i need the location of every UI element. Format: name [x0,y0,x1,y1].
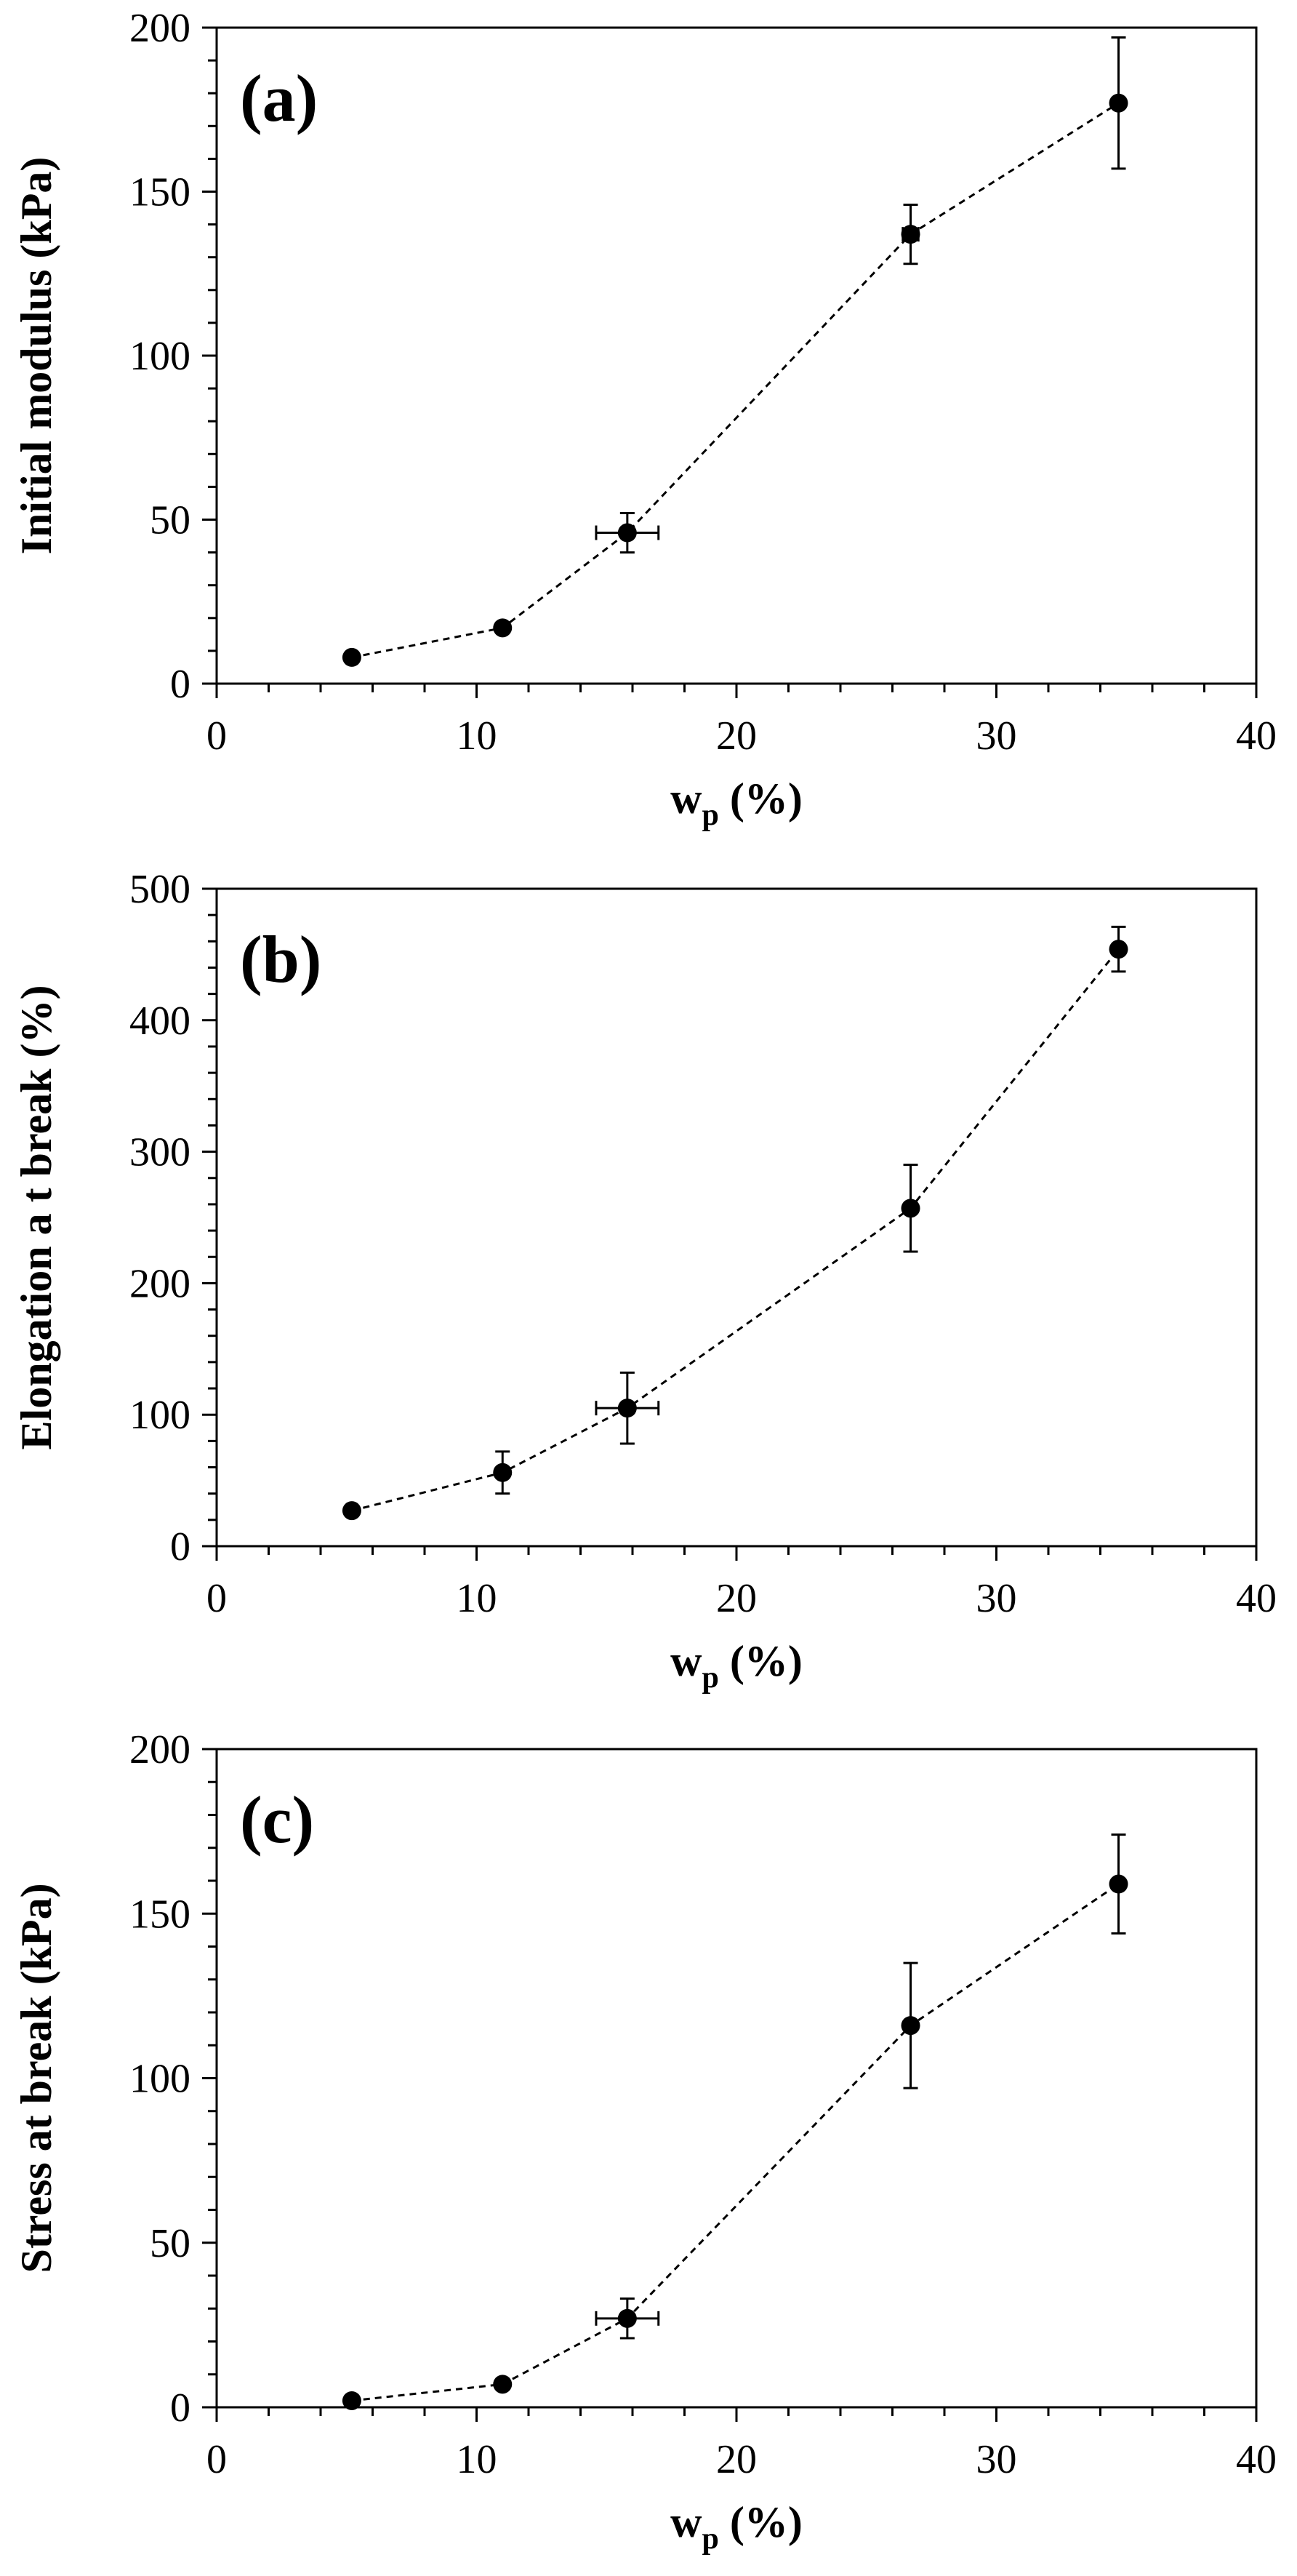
y-tick-label: 150 [129,1892,190,1937]
data-point-c-3 [617,2308,637,2328]
plot-frame [215,887,1258,1548]
x-axis-title-tail: (%) [719,1637,803,1685]
x-tick-label: 30 [976,1576,1017,1621]
data-point-c-5 [1109,1874,1128,1894]
y-axis-title: Elongation a t break (%) [12,985,60,1450]
series-line [351,102,1120,659]
series-line [351,948,1120,1512]
panel-letter: (a) [240,61,318,135]
x-tick-label: 0 [206,2437,227,2482]
data-point-c-2 [493,2375,513,2394]
x-tick-label: 0 [206,1576,227,1621]
panel-letter: (c) [240,1783,314,1857]
panel-c: 0 10 20 30 40 0 50 100 150 200 wp (%) Stress at bre… [12,1727,1277,2556]
data-point-a-1 [342,647,361,667]
data-point-a-3 [617,523,637,543]
x-axis-title-subscript: p [702,1661,719,1695]
x-axis-title-main: w [670,2498,702,2546]
plot-frame [215,1748,1258,2409]
panel-letter: (b) [240,922,321,996]
data-point-a-4 [901,225,920,244]
y-tick-label: 50 [150,498,190,543]
y-tick-label: 50 [150,2221,190,2266]
x-tick-label: 30 [976,713,1017,759]
y-axis-title: Stress at break (kPa) [12,1883,60,2273]
x-tick-label: 20 [716,713,757,759]
data-point-b-2 [493,1463,513,1482]
y-tick-label: 200 [129,6,190,51]
y-tick-label: 100 [129,1393,190,1438]
y-tick-label: 300 [129,1130,190,1175]
x-axis-title-main: w [670,775,702,823]
data-point-b-1 [342,1501,361,1521]
y-tick-label: 100 [129,2057,190,2102]
y-axis-title: Initial modulus (kPa) [12,157,60,555]
x-axis-title-subscript: p [702,799,719,832]
x-tick-label: 40 [1236,1576,1277,1621]
y-tick-label: 400 [129,999,190,1044]
data-point-c-4 [901,2016,920,2036]
data-point-a-2 [493,618,513,638]
data-point-a-5 [1109,93,1128,113]
y-tick-label: 0 [170,2385,190,2431]
x-axis-title: wp (%) [670,2498,803,2556]
x-tick-label: 20 [716,2437,757,2482]
x-tick-label: 20 [716,1576,757,1621]
data-point-c-1 [342,2391,361,2410]
x-axis-title-tail: (%) [719,775,803,823]
y-tick-label: 200 [129,1727,190,1772]
series-line [351,1883,1120,2402]
x-tick-label: 10 [457,2437,497,2482]
x-tick-label: 30 [976,2437,1017,2482]
x-tick-label: 40 [1236,2437,1277,2482]
panel-a: 0 10 20 30 40 0 50 100 150 200 wp (%) Initial modul… [12,6,1277,832]
x-tick-label: 40 [1236,713,1277,759]
data-point-b-5 [1109,940,1128,959]
x-axis-title: wp (%) [670,775,803,832]
y-tick-label: 100 [129,334,190,379]
x-tick-label: 10 [457,713,497,759]
y-tick-label: 200 [129,1261,190,1306]
y-tick-label: 0 [170,662,190,707]
data-point-b-3 [617,1399,637,1418]
x-axis-title-subscript: p [702,2522,719,2556]
data-point-b-4 [901,1199,920,1218]
x-axis-title: wp (%) [670,1637,803,1695]
y-tick-label: 0 [170,1524,190,1569]
plot-frame [215,26,1258,685]
x-tick-label: 10 [457,1576,497,1621]
x-axis-title-tail: (%) [719,2498,803,2546]
x-axis-title-main: w [670,1637,702,1685]
y-tick-label: 150 [129,170,190,215]
x-tick-label: 0 [206,713,227,759]
y-tick-label: 500 [129,867,190,912]
